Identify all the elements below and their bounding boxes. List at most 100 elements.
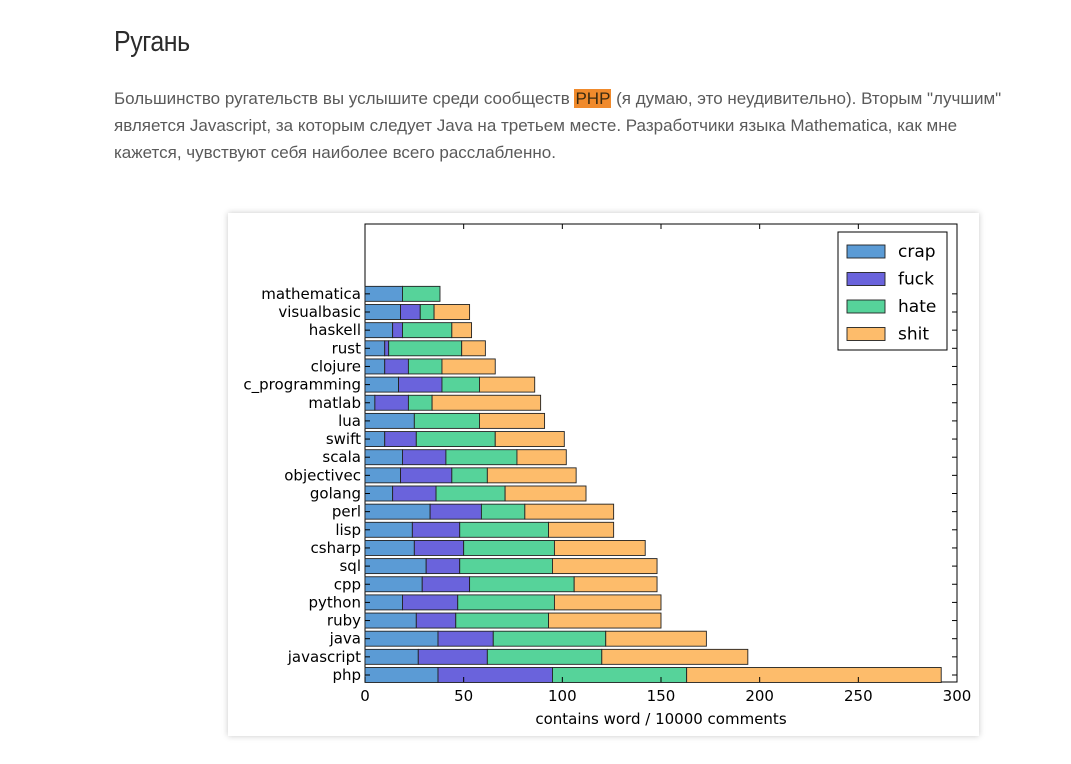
bar-crap-perl bbox=[364, 503, 431, 520]
bar-shit-cpp bbox=[573, 576, 658, 593]
article-paragraph: Большинство ругательств вы услышите сред… bbox=[114, 85, 1071, 166]
bar-fuck-ruby bbox=[415, 612, 457, 629]
bar-shit-scala bbox=[516, 449, 567, 466]
bar-shit-php bbox=[686, 667, 942, 683]
legend-label-fuck: fuck bbox=[898, 270, 934, 290]
bar-shit-swift bbox=[494, 431, 565, 448]
bar-fuck-java bbox=[437, 630, 494, 647]
legend-swatch-shit bbox=[846, 327, 886, 341]
bar-hate-objectivec bbox=[451, 467, 488, 484]
bar-shit-haskell bbox=[451, 322, 473, 339]
bar-shit-matlab bbox=[431, 394, 542, 411]
bar-fuck-csharp bbox=[413, 540, 465, 556]
bar-fuck-c_programming bbox=[398, 376, 443, 393]
y-tick-label: lua bbox=[338, 412, 361, 430]
bar-fuck-visualbasic bbox=[400, 304, 421, 320]
bar-hate-php bbox=[552, 667, 688, 683]
x-tick-label: 100 bbox=[548, 687, 577, 705]
x-tick-label: 300 bbox=[943, 687, 972, 705]
bar-fuck-objectivec bbox=[400, 467, 453, 484]
y-tick-label: ruby bbox=[327, 612, 361, 630]
bar-hate-rust bbox=[388, 340, 463, 357]
y-tick-label: rust bbox=[332, 339, 361, 357]
bar-hate-golang bbox=[435, 485, 506, 502]
bar-shit-perl bbox=[524, 503, 615, 520]
y-tick-label: visualbasic bbox=[278, 303, 361, 321]
bar-hate-sql bbox=[459, 558, 553, 575]
paragraph-line: является Javascript, за которым следует … bbox=[114, 112, 1071, 139]
y-tick-label: python bbox=[309, 593, 361, 611]
bar-fuck-golang bbox=[392, 485, 437, 502]
bar-shit-objectivec bbox=[486, 467, 577, 484]
bar-crap-lisp bbox=[364, 521, 413, 538]
bar-crap-ruby bbox=[364, 612, 417, 629]
y-tick-label: golang bbox=[310, 485, 361, 503]
bar-shit-ruby bbox=[548, 612, 662, 629]
bar-fuck-javascript bbox=[417, 648, 488, 665]
paragraph-text: Большинство ругательств вы услышите сред… bbox=[114, 89, 575, 108]
bar-shit-golang bbox=[504, 485, 587, 502]
y-tick-label: swift bbox=[326, 430, 361, 448]
y-tick-label: csharp bbox=[311, 539, 361, 557]
bar-shit-c_programming bbox=[479, 376, 536, 393]
bar-fuck-python bbox=[402, 594, 459, 611]
paragraph-text: кажется, чувствуют себя наиболее всего р… bbox=[114, 143, 556, 162]
legend-swatch-fuck bbox=[846, 272, 886, 286]
bar-hate-lua bbox=[413, 412, 480, 429]
bar-crap-csharp bbox=[364, 540, 415, 556]
bar-fuck-clojure bbox=[384, 358, 409, 375]
bar-hate-mathematica bbox=[402, 285, 441, 302]
highlighted-term: PHP bbox=[574, 89, 612, 108]
legend-swatch-hate bbox=[846, 299, 886, 314]
bar-shit-javascript bbox=[601, 648, 749, 665]
bar-hate-c_programming bbox=[441, 376, 480, 393]
bar-shit-sql bbox=[552, 558, 658, 575]
bar-shit-rust bbox=[461, 340, 486, 357]
legend-label-crap: crap bbox=[898, 242, 936, 262]
x-tick-label: 150 bbox=[647, 687, 676, 705]
bar-fuck-swift bbox=[384, 431, 417, 448]
y-tick-label: haskell bbox=[309, 321, 361, 339]
bar-fuck-haskell bbox=[392, 322, 403, 339]
bar-crap-lua bbox=[364, 412, 415, 429]
bar-hate-cpp bbox=[469, 576, 575, 593]
bar-hate-swift bbox=[415, 431, 496, 448]
bar-fuck-matlab bbox=[374, 394, 409, 411]
bar-fuck-rust bbox=[384, 340, 390, 357]
bar-hate-scala bbox=[445, 449, 518, 466]
bar-hate-csharp bbox=[463, 540, 555, 556]
x-tick-label: 200 bbox=[745, 687, 774, 705]
stacked-bar-chart: phpjavascriptjavarubypythoncppsqlcsharpl… bbox=[243, 223, 972, 728]
bar-hate-clojure bbox=[407, 358, 443, 375]
bar-crap-java bbox=[364, 630, 439, 647]
y-tick-label: java bbox=[329, 630, 361, 648]
y-tick-label: php bbox=[332, 666, 361, 684]
paragraph-text: (я думаю, это неудивительно). Вторым "лу… bbox=[611, 89, 1002, 108]
bar-shit-clojure bbox=[441, 358, 496, 375]
bar-shit-visualbasic bbox=[433, 304, 471, 320]
y-tick-label: scala bbox=[322, 448, 361, 466]
bar-crap-visualbasic bbox=[364, 304, 401, 320]
bar-shit-java bbox=[605, 630, 707, 647]
bar-crap-objectivec bbox=[364, 467, 401, 484]
legend-label-hate: hate bbox=[898, 297, 936, 317]
y-tick-label: perl bbox=[332, 503, 361, 521]
y-tick-label: javascript bbox=[287, 648, 361, 666]
bar-crap-scala bbox=[364, 449, 403, 466]
bar-shit-csharp bbox=[553, 540, 646, 556]
paragraph-line: Большинство ругательств вы услышите сред… bbox=[114, 85, 1071, 112]
bar-hate-python bbox=[457, 594, 555, 611]
bar-hate-haskell bbox=[402, 322, 453, 339]
bar-fuck-perl bbox=[429, 503, 482, 520]
bar-hate-visualbasic bbox=[419, 304, 435, 320]
bar-hate-ruby bbox=[455, 612, 549, 629]
y-tick-label: objectivec bbox=[284, 466, 361, 484]
bar-hate-lisp bbox=[459, 521, 549, 538]
legend-label-shit: shit bbox=[898, 325, 929, 345]
y-tick-label: c_programming bbox=[243, 376, 361, 395]
bar-shit-python bbox=[553, 594, 662, 611]
bar-hate-matlab bbox=[407, 394, 433, 411]
x-tick-label: 250 bbox=[844, 687, 873, 705]
bar-crap-javascript bbox=[364, 648, 419, 665]
x-tick-label: 50 bbox=[454, 687, 473, 705]
